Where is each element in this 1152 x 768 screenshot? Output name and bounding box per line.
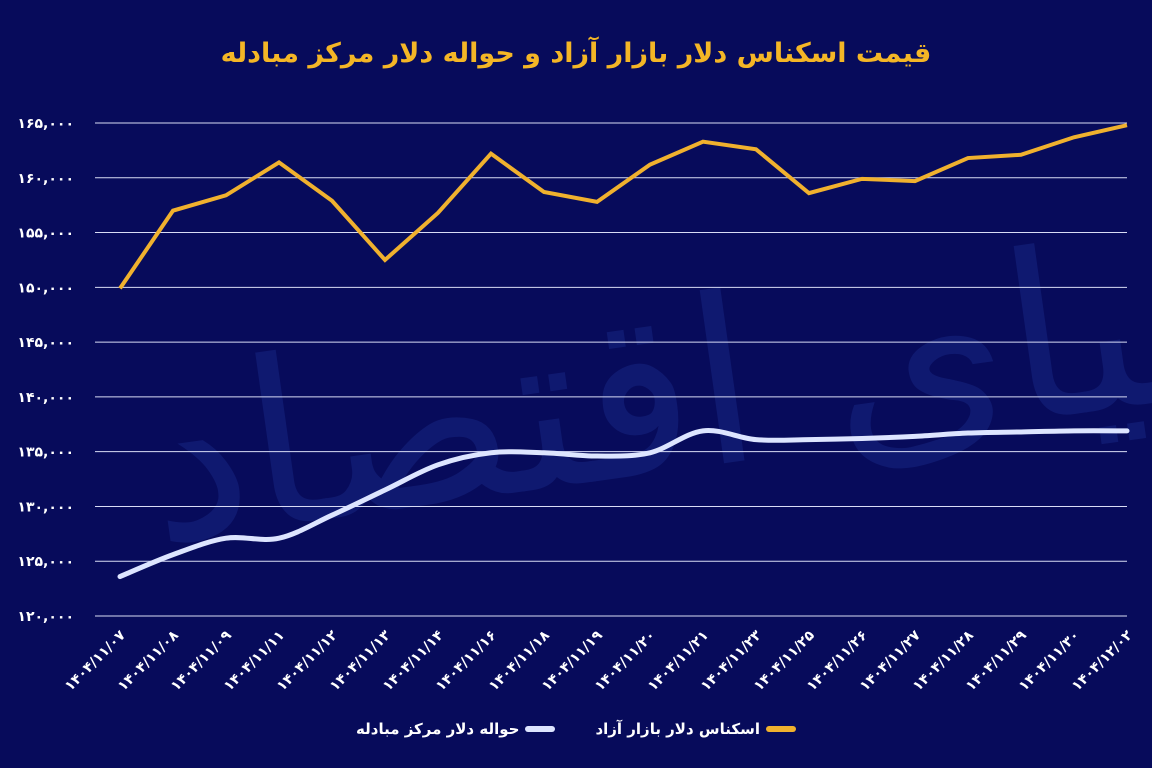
- y-tick-label: ۱۲۵,۰۰۰: [17, 554, 74, 570]
- y-tick-label: ۱۴۵,۰۰۰: [17, 335, 74, 351]
- y-tick-label: ۱۵۵,۰۰۰: [17, 226, 74, 242]
- legend-item-exchange-center: حواله دلار مرکز مبادله: [356, 720, 556, 738]
- y-tick-label: ۱۶۵,۰۰۰: [17, 116, 74, 132]
- legend-swatch-light-blue: [525, 726, 556, 732]
- series-line-exchange-center: [117, 428, 1130, 580]
- y-tick-label: ۱۲۰,۰۰۰: [17, 609, 74, 625]
- y-tick-label: ۱۶۰,۰۰۰: [17, 171, 74, 187]
- legend-label: حواله دلار مرکز مبادله: [356, 720, 520, 738]
- y-tick-label: ۱۵۰,۰۰۰: [17, 280, 74, 296]
- legend: اسکناس دلار بازار آزاد حواله دلار مرکز م…: [0, 720, 1152, 738]
- y-tick-label: ۱۴۰,۰۰۰: [17, 390, 74, 406]
- y-tick-label: ۱۳۰,۰۰۰: [17, 499, 74, 515]
- y-tick-label: ۱۳۵,۰۰۰: [17, 445, 74, 461]
- legend-swatch-orange: [765, 726, 796, 732]
- series-line-free-market: [118, 123, 1128, 290]
- chart-title: قیمت اسکناس دلار بازار آزاد و حواله دلار…: [220, 38, 932, 69]
- legend-item-free-market: اسکناس دلار بازار آزاد: [595, 720, 796, 738]
- legend-label: اسکناس دلار بازار آزاد: [595, 720, 760, 738]
